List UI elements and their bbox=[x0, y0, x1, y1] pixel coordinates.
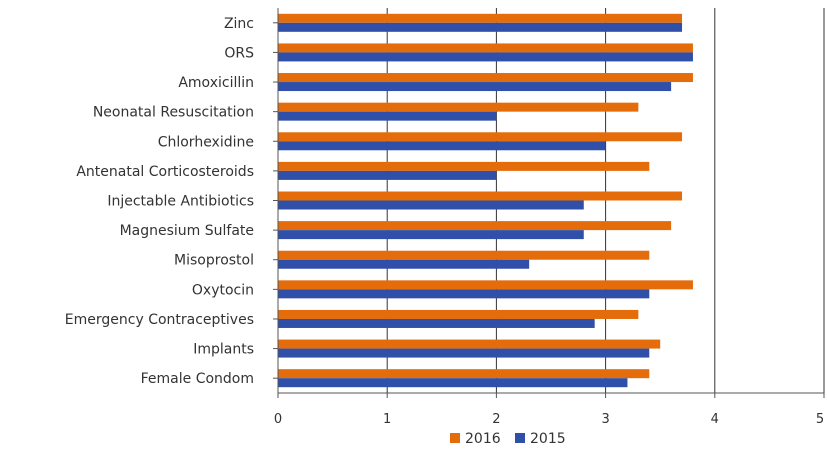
bar-2016 bbox=[278, 73, 693, 83]
bar-2016 bbox=[278, 221, 672, 231]
category-label: Oxytocin bbox=[192, 282, 254, 298]
x-tick-label: 2 bbox=[492, 412, 500, 427]
bar-2015 bbox=[278, 230, 584, 240]
bar-2015 bbox=[278, 22, 683, 32]
x-tick-label: 1 bbox=[383, 412, 391, 427]
axes: 0 1 2 3 4 5 bbox=[273, 8, 825, 427]
bar-2016 bbox=[278, 339, 661, 349]
x-tick-label: 5 bbox=[816, 412, 824, 427]
category-label: Female Condom bbox=[141, 371, 254, 387]
category-label: Neonatal Resuscitation bbox=[93, 105, 254, 121]
bars bbox=[278, 13, 693, 388]
bar-2016 bbox=[278, 280, 693, 290]
legend-label-2016: 2016 bbox=[465, 431, 501, 447]
bar-2015 bbox=[278, 200, 584, 210]
x-tick-label: 4 bbox=[711, 412, 719, 427]
bar-2015 bbox=[278, 111, 497, 121]
category-label: Implants bbox=[193, 342, 254, 358]
bar-2016 bbox=[278, 250, 650, 260]
bar-2015 bbox=[278, 141, 606, 151]
legend: 2016 2015 bbox=[450, 431, 566, 447]
bar-2016 bbox=[278, 191, 683, 201]
category-label: Zinc bbox=[224, 16, 254, 32]
bar-2015 bbox=[278, 52, 693, 62]
bar-2015 bbox=[278, 259, 530, 269]
bar-2015 bbox=[278, 289, 650, 299]
legend-label-2015: 2015 bbox=[530, 431, 566, 447]
x-tick-label: 0 bbox=[274, 412, 282, 427]
bar-2016 bbox=[278, 102, 639, 112]
x-tick-label: 3 bbox=[601, 412, 609, 427]
category-label: Chlorhexidine bbox=[158, 134, 254, 150]
category-label: Antenatal Corticosteroids bbox=[76, 164, 254, 180]
legend-swatch-2016 bbox=[450, 433, 460, 443]
bar-2016 bbox=[278, 309, 639, 319]
legend-swatch-2015 bbox=[515, 433, 525, 443]
category-labels: Zinc ORS Amoxicillin Neonatal Resuscitation… bbox=[65, 16, 254, 387]
bar-2016 bbox=[278, 132, 683, 142]
bar-2016 bbox=[278, 13, 683, 23]
bar-2015 bbox=[278, 378, 628, 388]
bar-2016 bbox=[278, 43, 693, 53]
bar-2015 bbox=[278, 348, 650, 358]
category-label: Magnesium Sulfate bbox=[120, 223, 254, 239]
bar-2015 bbox=[278, 82, 672, 92]
bar-2016 bbox=[278, 161, 650, 171]
category-label: Misoprostol bbox=[174, 253, 254, 269]
category-label: Amoxicillin bbox=[178, 75, 254, 91]
bar-2015 bbox=[278, 318, 595, 328]
bar-2015 bbox=[278, 170, 497, 180]
category-label: Emergency Contraceptives bbox=[65, 312, 254, 328]
category-label: Injectable Antibiotics bbox=[107, 194, 254, 210]
category-label: ORS bbox=[224, 45, 254, 61]
bar-2016 bbox=[278, 369, 650, 379]
